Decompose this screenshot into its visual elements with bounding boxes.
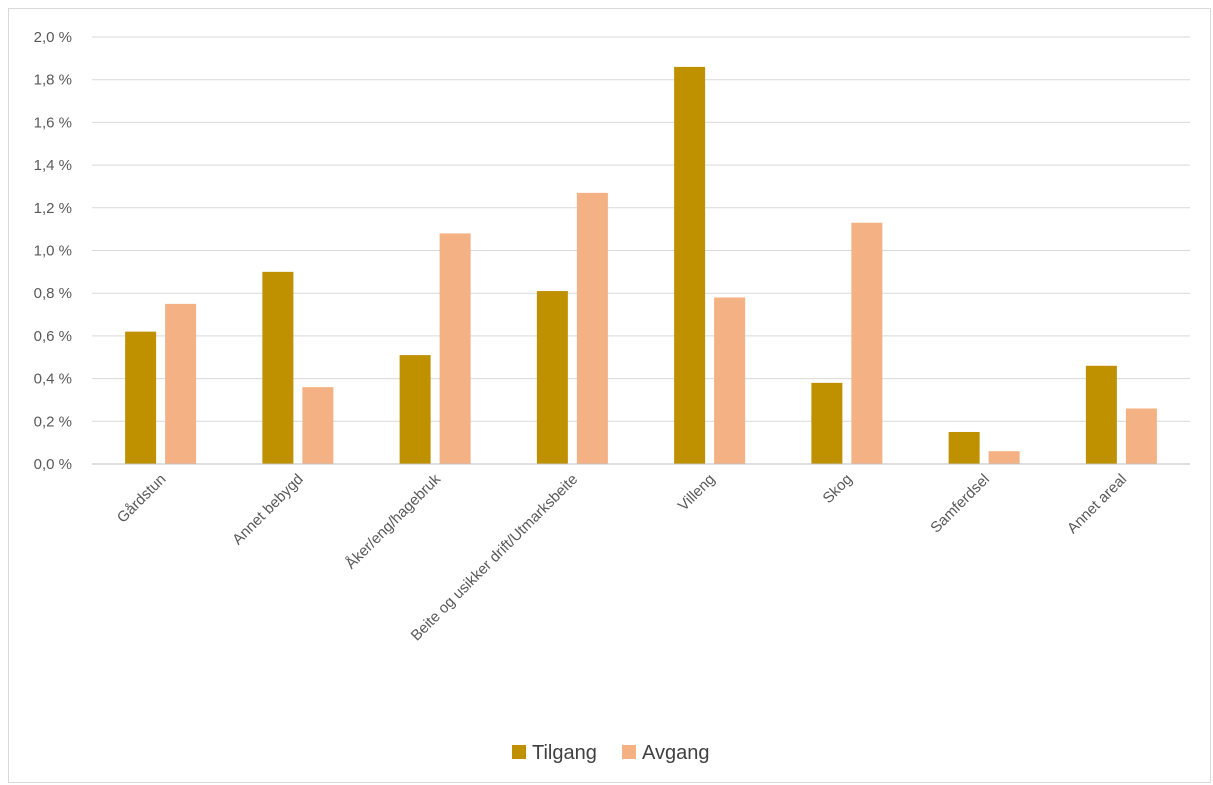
x-category-label: Annet areal xyxy=(1064,471,1130,537)
y-tick-label: 1,4 % xyxy=(34,157,72,174)
bar-avgang-4 xyxy=(576,192,608,465)
bar-tilgang-3 xyxy=(399,355,431,464)
bar-tilgang-5 xyxy=(674,66,706,464)
x-axis-category-labels: Gårdstun Annet bebygd Åker/eng/hagebrukBei… xyxy=(114,470,1130,644)
x-category-label: Samferdsel xyxy=(927,471,993,537)
x-category-label: Annet bebygd xyxy=(229,471,306,548)
y-tick-label: 1,0 % xyxy=(34,243,72,260)
y-tick-label: 0,8 % xyxy=(34,285,72,302)
bar-avgang-8 xyxy=(1125,408,1157,464)
y-tick-label: 1,2 % xyxy=(34,200,72,217)
legend-swatch xyxy=(512,745,526,759)
y-tick-label: 0,6 % xyxy=(34,328,72,345)
x-category-label: Villeng xyxy=(675,471,719,515)
gridlines xyxy=(92,36,1190,422)
x-category-label: Skog xyxy=(819,471,855,507)
x-category-label: Åker/eng/hagebruk xyxy=(342,470,444,572)
x-category-label: Beite og usikker drift/Utmarksbeite xyxy=(408,471,582,645)
legend-swatch xyxy=(622,745,636,759)
y-tick-label: 2,0 % xyxy=(34,29,72,46)
bar-avgang-6 xyxy=(851,222,883,464)
x-category-label: Gårdstun xyxy=(114,471,170,527)
bar-avgang-5 xyxy=(714,297,746,464)
y-tick-label: 0,4 % xyxy=(34,371,72,388)
legend-label: Tilgang xyxy=(532,742,597,764)
bars xyxy=(125,66,1157,465)
bar-avgang-7 xyxy=(988,451,1020,464)
y-tick-label: 0,0 % xyxy=(34,456,72,473)
bar-avgang-1 xyxy=(165,303,197,464)
chart-frame xyxy=(8,8,1211,783)
y-tick-label: 0,2 % xyxy=(34,413,72,430)
y-tick-label: 1,8 % xyxy=(34,72,72,89)
legend-label: Avgang xyxy=(642,742,709,764)
y-axis-tick-labels: 0,0 % 0,2 % 0,4 % 0,6 % 0,8 % 1,0 % 1,2 % 1,4 %… xyxy=(34,29,72,473)
bar-tilgang-7 xyxy=(948,431,980,464)
bar-avgang-2 xyxy=(302,387,334,464)
bar-tilgang-1 xyxy=(125,331,157,464)
y-tick-label: 1,6 % xyxy=(34,114,72,131)
bar-avgang-3 xyxy=(439,233,471,464)
bar-tilgang-2 xyxy=(262,271,294,464)
bar-tilgang-6 xyxy=(811,382,843,464)
legend: Tilgang Avgang xyxy=(512,742,709,764)
bar-tilgang-8 xyxy=(1085,365,1117,464)
bar-tilgang-4 xyxy=(536,291,568,464)
